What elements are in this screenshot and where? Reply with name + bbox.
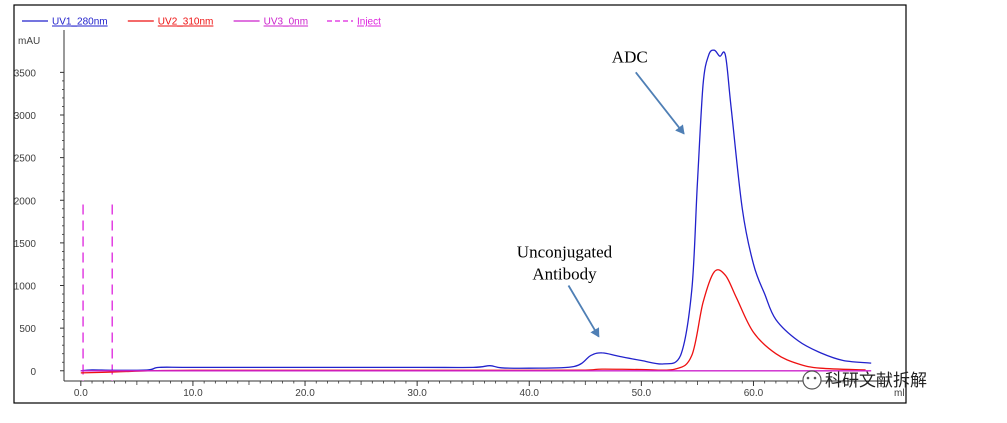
x-tick-label: 30.0 xyxy=(407,388,427,399)
wechat-icon xyxy=(802,370,822,390)
legend-label-inject: Inject xyxy=(357,17,381,28)
annotation-label-unconjugated-line2: Antibody xyxy=(532,265,597,284)
x-tick-label: 50.0 xyxy=(632,388,652,399)
y-tick-label: 3000 xyxy=(14,111,37,122)
y-tick-label: 2500 xyxy=(14,154,37,165)
x-tick-label: 0.0 xyxy=(74,388,88,399)
y-tick-label: 2000 xyxy=(14,196,37,207)
x-tick-label: 60.0 xyxy=(744,388,764,399)
legend: UV1_280nm UV2_310nm UV3_0nm Inject xyxy=(22,17,381,28)
axes: 0 500 1000 1500 2000 2500 3000 3500 mAU 0.0 10.0 20… xyxy=(14,30,905,399)
y-tick-label: 0 xyxy=(30,367,36,378)
x-tick-label: 20.0 xyxy=(295,388,315,399)
series-line-uv1-280nm xyxy=(80,49,872,372)
series-group xyxy=(80,49,872,374)
legend-label-uv3-0nm: UV3_0nm xyxy=(264,17,308,28)
annotation-arrow-unconjugated xyxy=(567,285,600,338)
watermark-text: 科研文献拆解 xyxy=(825,371,927,391)
x-axis-unit-label: ml xyxy=(894,388,905,399)
annotation-label-adc-line1: ADC xyxy=(612,47,648,66)
legend-label-uv2-310nm: UV2_310nm xyxy=(158,17,214,28)
watermark: 科研文献拆解 xyxy=(802,370,927,391)
y-tick-label: 3500 xyxy=(14,68,37,79)
y-tick-label: 1000 xyxy=(14,282,37,293)
outer-frame xyxy=(13,4,907,404)
wechat-icon-eye-left xyxy=(806,376,810,380)
wechat-icon-eye-right xyxy=(813,376,817,380)
annotation-label-unconjugated-line1: Unconjugated xyxy=(517,243,613,262)
x-tick-label: 40.0 xyxy=(520,388,540,399)
x-tick-label: 10.0 xyxy=(183,388,203,399)
annotation-arrow-adc xyxy=(635,71,685,135)
inject-markers xyxy=(82,204,113,381)
annotations: ADC Unconjugated Antibody xyxy=(517,47,685,338)
y-tick-label: 500 xyxy=(19,324,36,335)
y-axis-unit-label: mAU xyxy=(18,36,40,47)
y-tick-label: 1500 xyxy=(14,239,37,250)
legend-label-uv1-280nm: UV1_280nm xyxy=(52,17,108,28)
